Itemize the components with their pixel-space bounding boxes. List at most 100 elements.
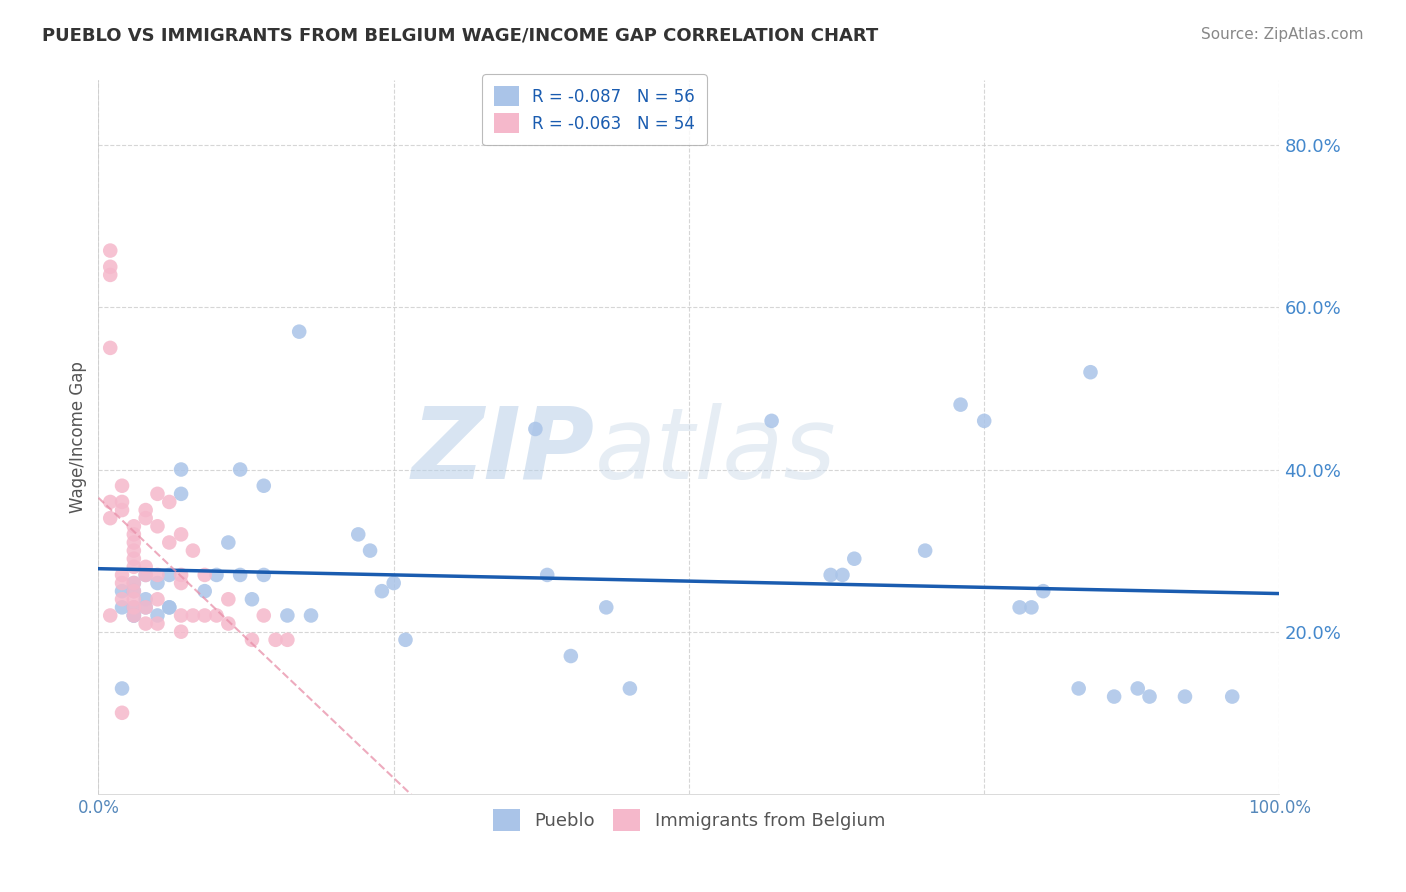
Point: [135, 503, 157, 517]
Point: [157, 495, 180, 509]
Point: [831, 568, 853, 582]
Point: [111, 576, 134, 591]
Point: [240, 592, 263, 607]
Point: [146, 608, 169, 623]
Point: [619, 681, 641, 696]
Point: [146, 576, 169, 591]
Text: atlas: atlas: [595, 403, 837, 500]
Point: [111, 568, 134, 582]
Point: [595, 600, 617, 615]
Point: [170, 624, 193, 639]
Point: [98, 268, 121, 282]
Point: [135, 559, 157, 574]
Point: [1102, 690, 1125, 704]
Point: [122, 576, 145, 591]
Point: [1032, 584, 1054, 599]
Point: [146, 592, 169, 607]
Point: [111, 495, 134, 509]
Point: [288, 325, 311, 339]
Point: [122, 535, 145, 549]
Point: [181, 543, 204, 558]
Point: [111, 592, 134, 607]
Point: [111, 706, 134, 720]
Point: [135, 616, 157, 631]
Point: [1021, 600, 1043, 615]
Point: [394, 632, 416, 647]
Point: [347, 527, 370, 541]
Point: [98, 608, 121, 623]
Point: [1008, 600, 1031, 615]
Point: [146, 568, 169, 582]
Point: [359, 543, 381, 558]
Point: [122, 600, 145, 615]
Point: [170, 487, 193, 501]
Point: [299, 608, 322, 623]
Point: [914, 543, 936, 558]
Point: [1126, 681, 1149, 696]
Point: [253, 479, 276, 493]
Point: [122, 608, 145, 623]
Point: [135, 592, 157, 607]
Point: [240, 632, 263, 647]
Point: [1220, 690, 1243, 704]
Point: [820, 568, 842, 582]
Point: [122, 576, 145, 591]
Point: [111, 479, 134, 493]
Point: [217, 616, 239, 631]
Point: [98, 244, 121, 258]
Point: [135, 600, 157, 615]
Point: [253, 608, 276, 623]
Point: [1067, 681, 1090, 696]
Point: [122, 527, 145, 541]
Point: [194, 608, 217, 623]
Point: [98, 260, 121, 274]
Point: [122, 600, 145, 615]
Point: [146, 616, 169, 631]
Point: [98, 341, 121, 355]
Point: [217, 535, 239, 549]
Point: [973, 414, 995, 428]
Point: [170, 608, 193, 623]
Point: [382, 576, 405, 591]
Text: Source: ZipAtlas.com: Source: ZipAtlas.com: [1201, 27, 1364, 42]
Point: [194, 568, 217, 582]
Point: [111, 503, 134, 517]
Point: [157, 535, 180, 549]
Point: [135, 600, 157, 615]
Point: [122, 584, 145, 599]
Text: PUEBLO VS IMMIGRANTS FROM BELGIUM WAGE/INCOME GAP CORRELATION CHART: PUEBLO VS IMMIGRANTS FROM BELGIUM WAGE/I…: [42, 27, 879, 45]
Point: [98, 495, 121, 509]
Point: [253, 568, 276, 582]
Point: [157, 600, 180, 615]
Point: [135, 568, 157, 582]
Point: [949, 398, 972, 412]
Point: [122, 559, 145, 574]
Point: [1174, 690, 1197, 704]
Point: [122, 584, 145, 599]
Point: [146, 487, 169, 501]
Point: [276, 632, 298, 647]
Point: [122, 519, 145, 533]
Point: [229, 462, 252, 476]
Point: [135, 568, 157, 582]
Point: [157, 600, 180, 615]
Point: [264, 632, 287, 647]
Point: [205, 568, 228, 582]
Point: [135, 511, 157, 525]
Point: [217, 592, 239, 607]
Point: [170, 462, 193, 476]
Point: [146, 519, 169, 533]
Point: [1080, 365, 1102, 379]
Point: [181, 608, 204, 623]
Point: [205, 608, 228, 623]
Point: [111, 681, 134, 696]
Point: [170, 576, 193, 591]
Point: [157, 568, 180, 582]
Point: [98, 511, 121, 525]
Y-axis label: Wage/Income Gap: Wage/Income Gap: [69, 361, 87, 513]
Point: [111, 584, 134, 599]
Point: [371, 584, 394, 599]
Point: [276, 608, 298, 623]
Point: [122, 608, 145, 623]
Point: [761, 414, 783, 428]
